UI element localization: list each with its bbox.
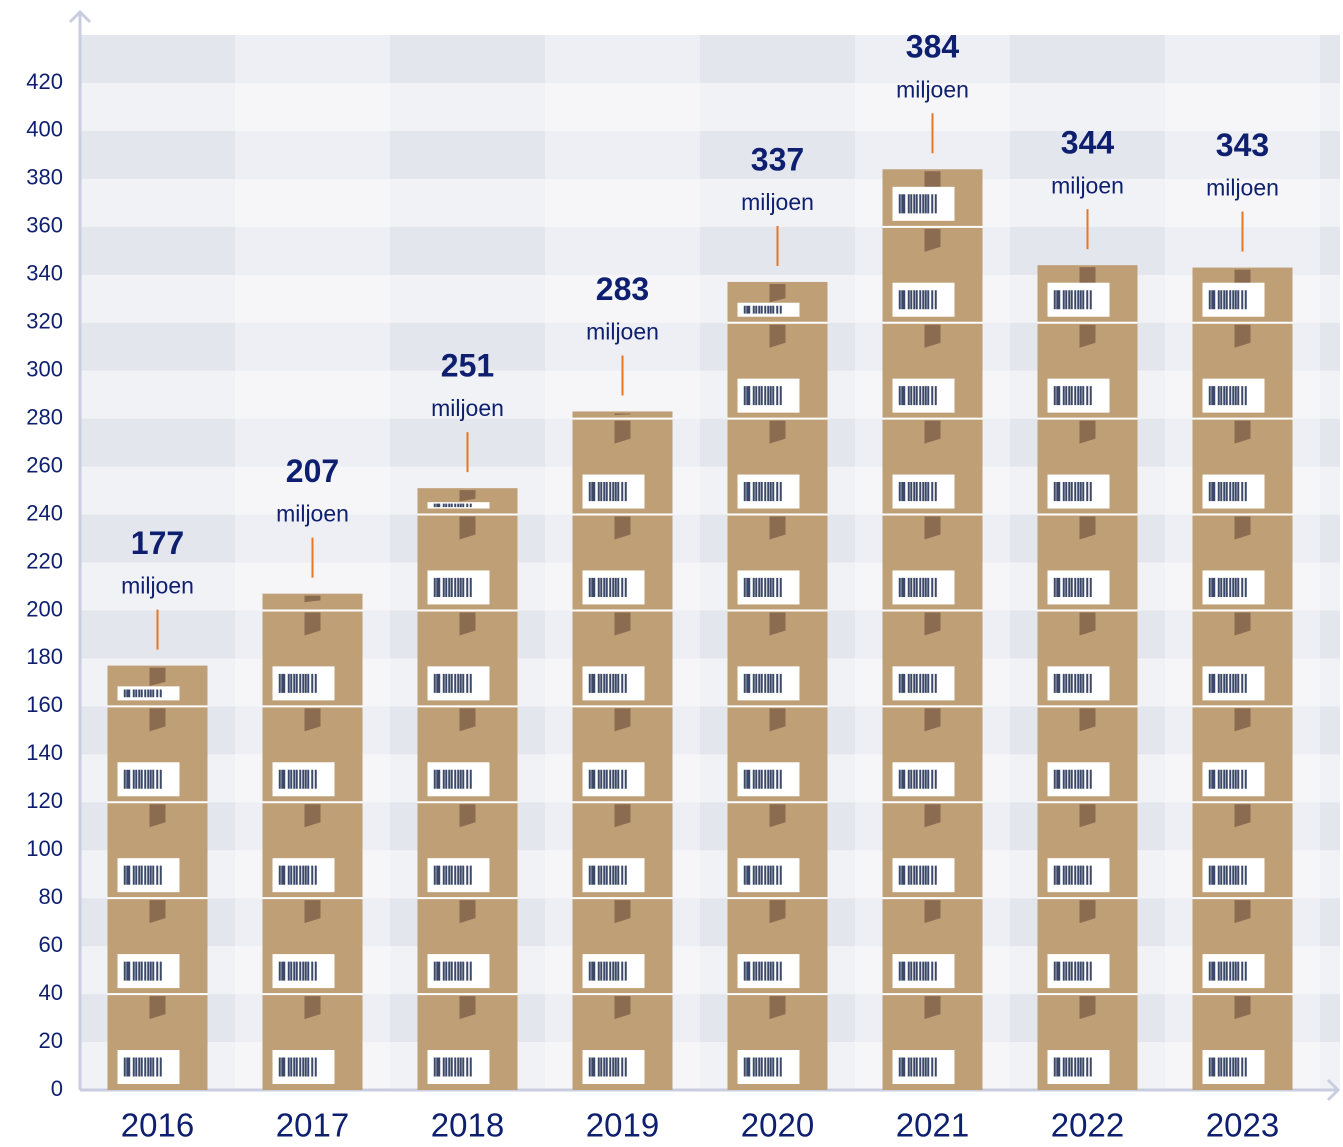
y-tick-label: 240 [26,500,63,525]
y-tick-label: 320 [26,309,63,334]
x-tick-label: 2023 [1206,1107,1279,1144]
value-label: 337 [751,141,804,177]
value-unit: miljoen [276,501,349,527]
y-tick-label: 360 [26,213,63,238]
y-tick-label: 400 [26,117,63,142]
y-tick-label: 100 [26,836,63,861]
x-tick-label: 2021 [896,1107,969,1144]
value-label: 384 [906,29,960,65]
chart: 0 20 40 60 80 100 120 140 160 180 200 220 240 260 280 3… [0,0,1343,1147]
y-tick-label: 380 [26,165,63,190]
y-tick-label: 300 [26,356,63,381]
value-unit: miljoen [741,189,814,215]
x-tick-label: 2018 [431,1107,504,1144]
value-unit: miljoen [896,76,969,102]
y-tick-label: 40 [39,980,63,1005]
x-tick-label: 2017 [276,1107,349,1144]
x-tick-label: 2022 [1051,1107,1124,1144]
y-tick-label: 220 [26,548,63,573]
x-tick-label: 2020 [741,1107,814,1144]
value-label: 177 [131,525,184,561]
y-tick-label: 200 [26,596,63,621]
value-label: 207 [286,453,339,489]
value-unit: miljoen [1051,172,1124,198]
y-tick-label: 260 [26,452,63,477]
x-tick-label: 2019 [586,1107,659,1144]
y-tick-label: 20 [39,1028,63,1053]
y-tick-label: 280 [26,404,63,429]
y-tick-label: 180 [26,644,63,669]
y-tick-label: 340 [26,261,63,286]
value-label: 283 [596,271,649,307]
value-label: 251 [441,348,494,384]
y-tick-label: 120 [26,788,63,813]
value-unit: miljoen [586,319,659,345]
value-label: 344 [1061,125,1115,161]
x-tick-label: 2016 [121,1107,194,1144]
value-unit: miljoen [121,573,194,599]
y-tick-label: 80 [39,884,63,909]
y-tick-label: 0 [51,1076,63,1101]
y-tick-label: 140 [26,740,63,765]
value-unit: miljoen [431,395,504,421]
y-tick-label: 60 [39,932,63,957]
y-tick-label: 160 [26,692,63,717]
value-label: 343 [1216,127,1269,163]
y-tick-label: 420 [26,69,63,94]
bar [573,411,673,1090]
value-unit: miljoen [1206,175,1279,201]
